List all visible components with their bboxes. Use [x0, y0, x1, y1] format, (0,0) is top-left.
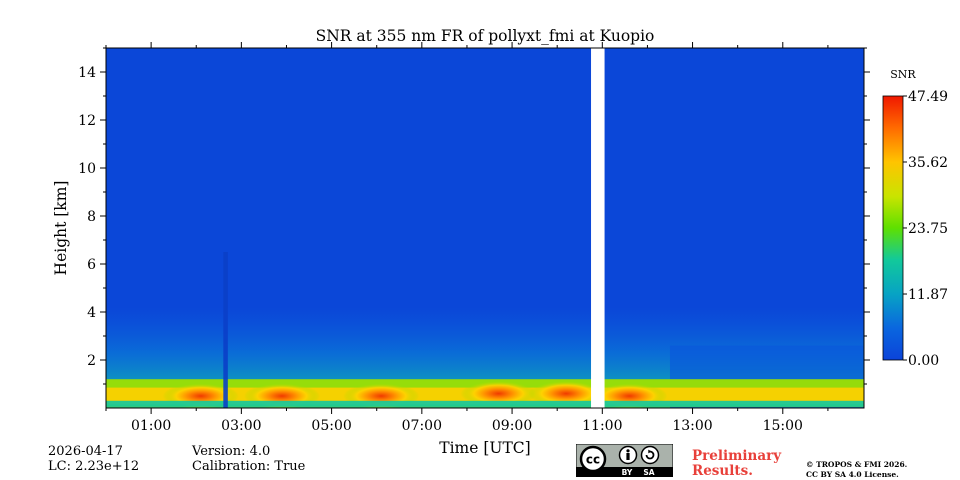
- x-tick-label: 03:00: [221, 418, 261, 434]
- chart-title: SNR at 355 nm FR of pollyxt_fmi at Kuopi…: [316, 27, 655, 45]
- colorbar-tick-label: 47.49: [908, 89, 948, 105]
- y-axis-label: Height [km]: [52, 181, 70, 276]
- low-signal-column: [223, 252, 228, 408]
- by-text: BY: [622, 468, 633, 477]
- y-tick-label: 14: [78, 65, 96, 81]
- copyright-note: © TROPOS & FMI 2026. CC BY SA 4.0 Licens…: [806, 460, 907, 480]
- y-tick-label: 8: [87, 209, 96, 225]
- cc-by-sa-logo: cc BY SA: [576, 444, 673, 477]
- data-gap: [591, 48, 605, 408]
- snr-peak-3: [460, 380, 537, 407]
- x-tick-label: 05:00: [311, 418, 351, 434]
- surface-layer: [106, 400, 864, 407]
- heatmap-area: [106, 48, 864, 408]
- y-tick-label: 10: [78, 161, 96, 177]
- y-tick-label: 4: [87, 305, 96, 321]
- snr-peak-4: [528, 380, 605, 407]
- colorbar-label: SNR: [890, 68, 916, 81]
- y-axis: 2 4 6 8 10 12 14: [78, 47, 870, 385]
- footer-lc: LC: 2.23e+12: [48, 459, 140, 474]
- x-tick-label: 07:00: [402, 418, 442, 434]
- preliminary-line-1: Preliminary: [692, 448, 782, 464]
- x-tick-label: 11:00: [582, 418, 622, 434]
- y-tick-label: 6: [87, 257, 96, 273]
- x-tick-label: 15:00: [763, 418, 803, 434]
- colorbar-gradient: [883, 96, 903, 360]
- cc-icon: [579, 445, 607, 473]
- x-tick-label: 01:00: [131, 418, 171, 434]
- plot-frame: [105, 47, 865, 409]
- preliminary-results-note: Preliminary Results.: [692, 449, 781, 479]
- colorbar-ticks: 0.00 11.87 23.75 35.62 47.49: [903, 89, 948, 369]
- colorbar-tick-label: 23.75: [908, 221, 948, 237]
- x-axis: 01:00 03:00 05:00 07:00 09:00 11:00 13:00 15:00: [105, 42, 829, 434]
- x-axis-label: Time [UTC]: [439, 439, 530, 457]
- footer-version: Version: 4.0: [192, 444, 271, 459]
- heatmap-layer: [106, 48, 864, 408]
- preliminary-line-2: Results.: [692, 463, 753, 479]
- colorbar: SNR 0.00 11.87 23.75 35.62 47.49: [882, 68, 948, 369]
- x-tick-label: 09:00: [492, 418, 532, 434]
- y-tick-label: 2: [87, 353, 96, 369]
- y-tick-label: 12: [78, 113, 96, 129]
- sa-icon: [640, 445, 660, 465]
- cc-text: cc: [586, 453, 600, 467]
- footer-date: 2026-04-17: [48, 444, 123, 459]
- x-tick-label: 13:00: [672, 418, 712, 434]
- footer-calibration: Calibration: True: [192, 459, 306, 474]
- colorbar-tick-label: 35.62: [908, 155, 948, 171]
- copyright-line-1: © TROPOS & FMI 2026.: [806, 460, 908, 469]
- colorbar-tick-label: 0.00: [908, 353, 939, 369]
- colorbar-tick-label: 11.87: [908, 287, 948, 303]
- sa-text: SA: [643, 468, 654, 477]
- copyright-line-2: CC BY SA 4.0 License.: [806, 470, 899, 479]
